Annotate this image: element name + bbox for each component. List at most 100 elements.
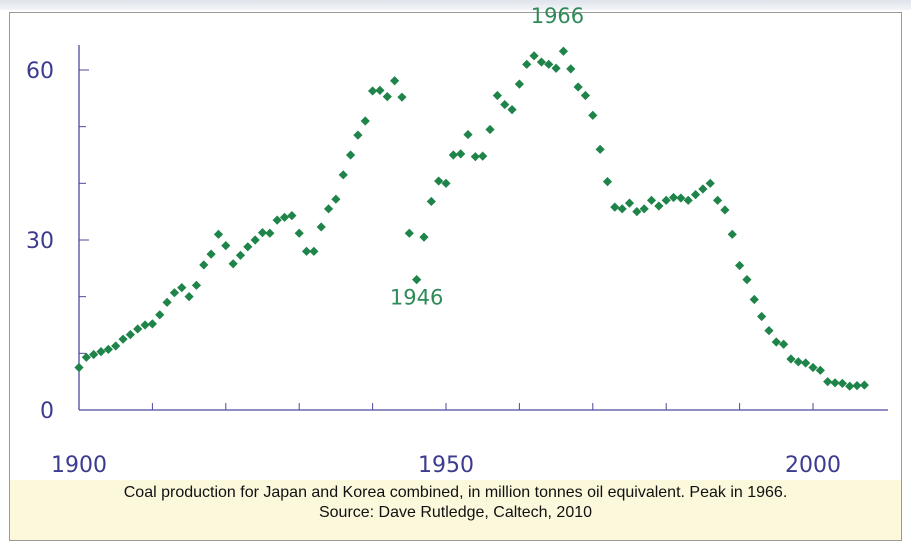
data-point bbox=[661, 195, 671, 205]
data-point bbox=[602, 177, 613, 187]
data-point bbox=[683, 195, 693, 205]
data-point bbox=[162, 297, 172, 307]
data-point bbox=[456, 149, 466, 159]
annotations: 1966 1946 bbox=[390, 4, 584, 310]
data-point bbox=[390, 76, 400, 86]
data-point bbox=[624, 198, 635, 208]
data-point bbox=[213, 229, 224, 239]
data-point bbox=[368, 86, 378, 96]
data-point bbox=[74, 362, 84, 373]
data-point bbox=[808, 362, 818, 373]
data-point bbox=[529, 51, 539, 61]
annotation-label: 1946 bbox=[390, 286, 443, 310]
data-point bbox=[859, 380, 869, 390]
data-point bbox=[837, 378, 847, 388]
data-point bbox=[514, 79, 524, 89]
data-point bbox=[375, 85, 385, 95]
axes: 0 30 60 1900 1950 2000 bbox=[26, 45, 888, 478]
data-point bbox=[573, 82, 583, 92]
data-point bbox=[815, 365, 825, 375]
data-point bbox=[301, 246, 312, 256]
data-point bbox=[382, 92, 392, 102]
data-point bbox=[103, 344, 113, 354]
x-tick-label: 2000 bbox=[785, 453, 841, 478]
data-point bbox=[698, 184, 708, 194]
data-point bbox=[177, 282, 187, 293]
data-point bbox=[228, 259, 238, 269]
data-point bbox=[676, 193, 686, 203]
data-point bbox=[749, 294, 759, 305]
data-point bbox=[742, 275, 752, 285]
data-point bbox=[852, 381, 862, 391]
data-point bbox=[345, 150, 356, 160]
data-point bbox=[96, 347, 106, 357]
data-point bbox=[551, 63, 561, 73]
data-point bbox=[735, 260, 745, 271]
data-point bbox=[793, 357, 803, 367]
data-point bbox=[250, 235, 260, 245]
data-point bbox=[412, 275, 422, 285]
data-point bbox=[206, 249, 216, 259]
data-point bbox=[191, 280, 202, 290]
data-point bbox=[705, 178, 715, 188]
data-point bbox=[199, 260, 209, 270]
data-point bbox=[441, 178, 451, 188]
data-point bbox=[169, 288, 180, 298]
data-point bbox=[764, 326, 774, 336]
caption-line-2: Source: Dave Rutledge, Caltech, 2010 bbox=[318, 504, 593, 521]
data-point bbox=[434, 176, 444, 186]
data-point bbox=[81, 352, 91, 362]
x-tick-label: 1950 bbox=[418, 453, 474, 478]
data-point bbox=[492, 90, 502, 101]
data-point bbox=[522, 59, 532, 69]
data-point bbox=[757, 311, 767, 322]
data-point bbox=[404, 228, 414, 238]
data-point bbox=[397, 92, 407, 102]
annotation-label: 1966 bbox=[531, 4, 584, 28]
data-point bbox=[566, 64, 576, 74]
data-point bbox=[845, 381, 855, 391]
data-point bbox=[558, 46, 569, 56]
data-point bbox=[646, 195, 657, 205]
data-point bbox=[235, 250, 246, 260]
data-point bbox=[801, 358, 811, 368]
data-point bbox=[668, 192, 679, 203]
y-tick-label: 0 bbox=[40, 399, 54, 424]
data-point bbox=[111, 341, 121, 351]
data-point bbox=[294, 228, 304, 238]
data-point bbox=[448, 150, 458, 160]
data-point bbox=[133, 324, 143, 334]
data-point bbox=[595, 144, 605, 154]
data-point bbox=[639, 204, 649, 214]
data-point bbox=[331, 194, 341, 204]
window-top-strip bbox=[0, 0, 911, 10]
data-point bbox=[184, 292, 194, 302]
data-point bbox=[155, 310, 165, 320]
figure-caption: Coal production for Japan and Korea comb… bbox=[10, 480, 901, 540]
y-tick-label: 60 bbox=[26, 59, 54, 84]
data-point bbox=[580, 90, 591, 101]
data-point bbox=[823, 377, 833, 387]
data-point bbox=[287, 211, 297, 221]
data-point bbox=[470, 152, 480, 162]
data-point bbox=[632, 207, 642, 217]
data-point bbox=[485, 124, 495, 135]
data-point bbox=[338, 170, 348, 180]
data-point bbox=[360, 116, 370, 126]
data-point bbox=[279, 212, 290, 222]
data-point bbox=[727, 229, 737, 239]
y-tick-label: 30 bbox=[26, 229, 54, 254]
data-point bbox=[617, 204, 627, 214]
data-point bbox=[779, 339, 789, 349]
data-point bbox=[610, 202, 620, 212]
data-point bbox=[221, 241, 231, 251]
data-point bbox=[265, 228, 275, 238]
data-point bbox=[771, 337, 781, 347]
data-point bbox=[654, 201, 664, 211]
data-point bbox=[690, 190, 701, 200]
data-point bbox=[463, 129, 473, 140]
data-point bbox=[118, 334, 128, 344]
data-point bbox=[536, 57, 547, 67]
data-point bbox=[316, 222, 326, 232]
